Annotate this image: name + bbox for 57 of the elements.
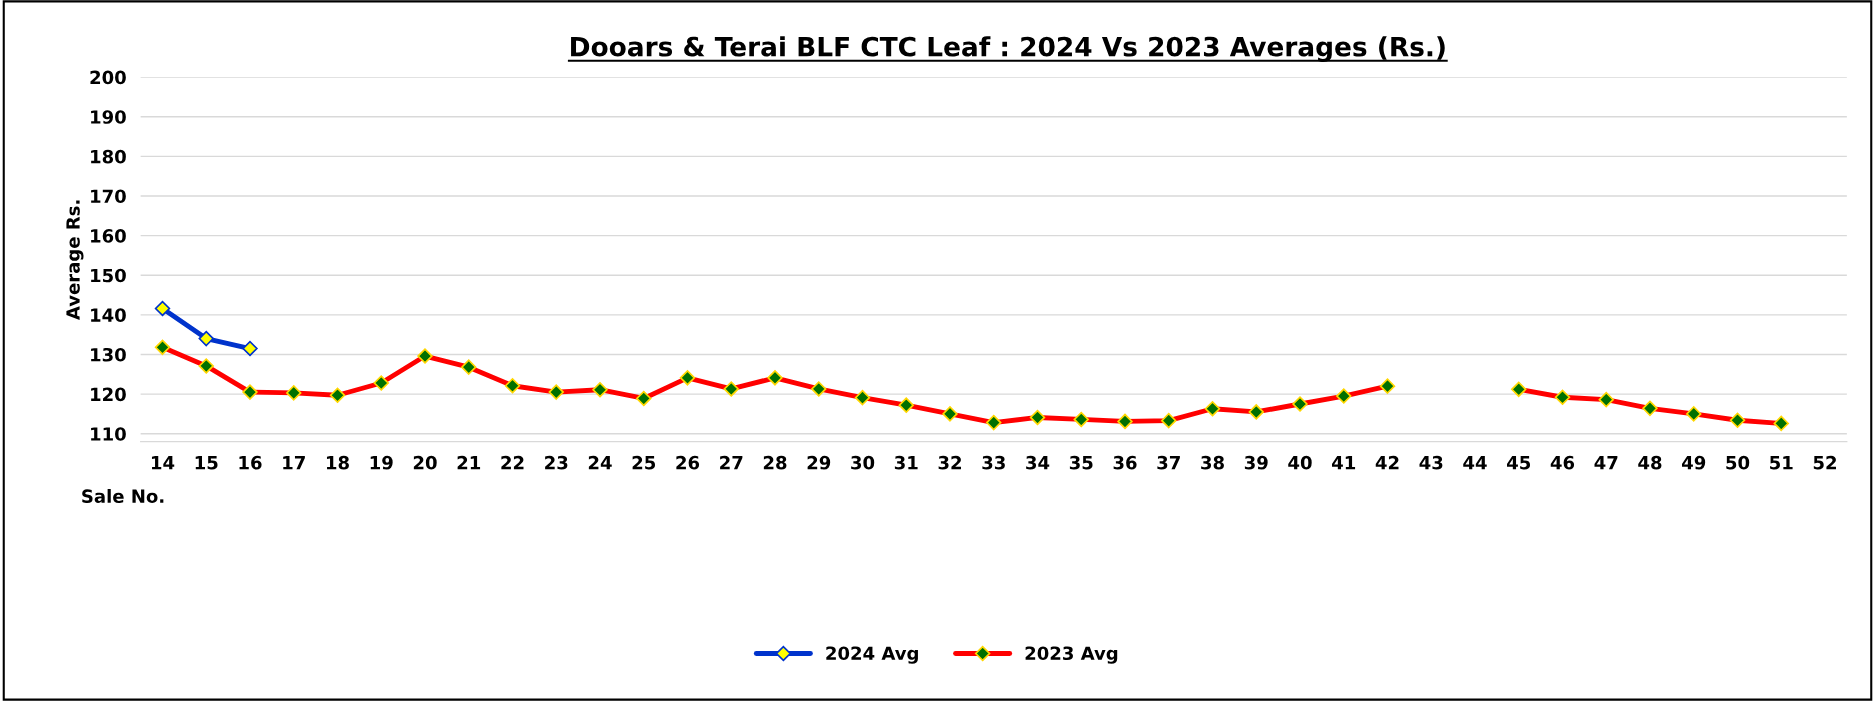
x-tick-label: 38 (1201, 455, 1224, 470)
y-tick-label: 190 (91, 110, 126, 124)
x-tick-label: 24 (588, 455, 612, 470)
y-tick-label: 180 (91, 149, 126, 164)
x-tick-label: 52 (1813, 455, 1836, 470)
x-tick-label: 30 (851, 455, 875, 470)
x-tick-label: 32 (938, 455, 961, 470)
x-tick-label: 45 (1507, 456, 1531, 470)
x-axis-title: Sale No. (82, 489, 164, 503)
chart-title: Dooars & Terai BLF CTC Leaf : 2024 Vs 2023 Averages (Rs.) (571, 36, 1445, 62)
x-tick-label: 14 (151, 456, 175, 470)
x-tick-label: 19 (370, 455, 393, 470)
y-tick-label: 170 (91, 189, 126, 204)
x-tick-label: 44 (1463, 456, 1487, 470)
legend-label: 2023 Avg (1025, 646, 1118, 664)
x-tick-label: 37 (1157, 455, 1180, 470)
x-tick-label: 34 (1026, 455, 1050, 470)
y-tick-label: 120 (91, 387, 126, 402)
x-tick-label: 42 (1375, 455, 1399, 470)
x-tick-label: 50 (1726, 455, 1750, 470)
x-tick-label: 49 (1682, 455, 1706, 470)
x-tick-label: 26 (676, 455, 700, 470)
legend-label: 2024 Avg (826, 646, 918, 664)
x-tick-label: 51 (1770, 456, 1793, 470)
x-tick-label: 28 (763, 455, 787, 470)
x-tick-label: 31 (894, 455, 918, 470)
y-axis-title: Average Rs. (66, 200, 84, 320)
x-tick-label: 40 (1288, 455, 1312, 470)
y-tick-label: 160 (91, 229, 126, 243)
x-tick-label: 47 (1594, 456, 1618, 470)
y-tick-label: 110 (91, 427, 126, 441)
x-tick-label: 39 (1244, 455, 1268, 470)
y-tick-label: 130 (91, 347, 126, 362)
y-tick-label: 150 (91, 268, 126, 283)
x-tick-label: 43 (1419, 455, 1443, 470)
x-tick-label: 36 (1113, 455, 1137, 470)
x-tick-label: 33 (982, 455, 1005, 470)
x-tick-label: 17 (283, 456, 305, 470)
y-tick-label: 140 (91, 308, 126, 322)
x-tick-label: 20 (413, 455, 437, 470)
x-tick-label: 18 (326, 455, 349, 470)
point (154, 300, 171, 317)
x-tick-label: 16 (239, 455, 262, 470)
x-tick-label: 23 (545, 455, 568, 470)
x-tick-label: 35 (1069, 455, 1093, 470)
point (242, 340, 258, 357)
point (198, 330, 214, 347)
x-tick-label: 21 (457, 455, 481, 470)
x-tick-label: 22 (501, 455, 524, 470)
x-tick-label: 15 (195, 456, 218, 470)
y-tick-label: 200 (90, 70, 126, 85)
x-tick-label: 46 (1550, 455, 1575, 470)
x-tick-label: 41 (1332, 456, 1356, 470)
x-tick-label: 29 (807, 455, 831, 470)
x-tick-label: 27 (720, 455, 743, 470)
x-tick-label: 25 (632, 455, 656, 470)
x-tick-label: 48 (1638, 455, 1662, 470)
